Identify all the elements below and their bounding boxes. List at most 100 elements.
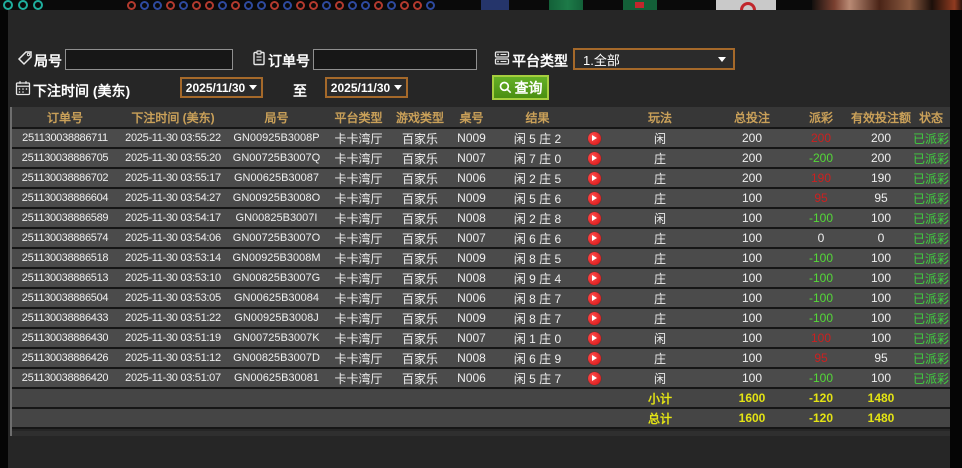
background-bead [348,1,357,10]
background-decor [18,0,28,10]
game-type-cell: 百家乐 [401,351,438,366]
replay-cell [580,149,608,167]
order-number-cell: 251130038886430 [21,332,109,344]
round-number-cell: GN00625B30081 [233,372,319,384]
order-number-input[interactable] [313,49,477,70]
round-number-cell: GN00825B3007I [235,212,318,224]
summary-empty-cell [118,409,228,427]
game-type-cell: 百家乐 [401,371,438,386]
summary-empty-cell [495,389,580,407]
replay-icon[interactable] [587,271,601,285]
order-number-cell: 251130038886705 [21,152,109,164]
total-bet-cell: 100 [741,291,763,305]
summary-label: 小计 [647,391,672,406]
date-from-value: 2025/11/30 [185,80,246,95]
payout-cell: 95 [814,351,828,365]
total-bet-cell: 100 [741,311,763,325]
summary-empty-cell [580,409,608,427]
summary-label: 总计 [647,411,672,426]
table-number-cell: N006 [457,291,486,305]
replay-cell [580,289,608,307]
table-number-cell: N007 [457,331,486,345]
replay-icon[interactable] [587,151,601,165]
replay-icon[interactable] [587,231,601,245]
date-from-select[interactable]: 2025/11/30 [180,77,263,98]
search-icon [499,81,512,94]
replay-icon[interactable] [587,191,601,205]
payout-cell: -100 [808,251,834,265]
replay-icon[interactable] [587,291,601,305]
order-number-cell: 251130038886711 [22,132,108,144]
replay-cell [580,309,608,327]
table-number-cell: N007 [457,151,486,165]
bet-records-table: 订单号 下注时间 (美东) 局号 平台类型 游戏类型 桌号 结果 玩法 总投注 派彩 有效投注额 状态… [10,107,950,436]
valid-bet-cell: 200 [870,131,892,145]
table-row: 251130038886430 2025-11-30 03:51:19 GN0072… [12,329,950,349]
background-bead [335,1,344,10]
platform-select[interactable]: 1.全部 [573,48,735,70]
game-type-cell: 百家乐 [401,171,438,186]
table-header-row: 订单号 下注时间 (美东) 局号 平台类型 游戏类型 桌号 结果 玩法 总投注 派彩 有效投注额 状态 [12,107,950,129]
replay-icon[interactable] [587,331,601,345]
status-cell-item: 已派彩 [912,371,949,386]
summary-payout: -120 [808,391,834,405]
chevron-down-icon [249,85,258,90]
status-cell-item: 已派彩 [912,291,949,306]
replay-icon[interactable] [587,251,601,265]
result-cell: 闲 5 庄 2 [513,131,562,146]
order-number-cell: 251130038886518 [21,252,109,264]
table-row: 251130038886504 2025-11-30 03:53:05 GN0062… [12,289,950,309]
header-spacer [580,107,608,127]
table-row: 251130038886518 2025-11-30 03:53:14 GN0092… [12,249,950,269]
platform-cell: 卡卡湾厅 [334,211,383,226]
valid-bet-cell: 100 [870,371,892,385]
status-cell-item: 已派彩 [912,251,949,266]
status-cell-item: 已派彩 [912,311,949,326]
table-number-cell: N009 [457,251,486,265]
valid-bet-cell: 100 [870,311,892,325]
round-number-cell: GN00925B3008J [234,312,319,324]
replay-cell [580,269,608,287]
status-cell-item: 已派彩 [912,331,949,346]
summary-empty-cell [912,389,950,407]
valid-bet-cell: 190 [870,171,892,185]
order-number-cell: 251130038886604 [21,192,109,204]
total-bet-cell: 200 [741,131,763,145]
round-number-cell: GN00925B3008O [232,192,321,204]
status-cell-item: 已派彩 [912,271,949,286]
replay-icon[interactable] [587,171,601,185]
replay-icon[interactable] [587,351,601,365]
replay-icon[interactable] [587,311,601,325]
bet-time-cell: 2025-11-30 03:54:27 [125,192,221,204]
platform-select-value: 1.全部 [583,52,620,68]
status-cell-item: 已派彩 [912,131,949,146]
valid-bet-cell: 100 [870,291,892,305]
replay-icon[interactable] [587,371,601,385]
bet-records-panel: 局号 订单号 平台类型 1.全部 下注时间 (美东) 2025/11/30 至 … [8,10,950,468]
game-type-cell: 百家乐 [401,211,438,226]
bet-time-cell: 2025-11-30 03:51:07 [125,372,221,384]
date-to-select[interactable]: 2025/11/30 [325,77,408,98]
payout-cell: 190 [810,171,832,185]
table-number-cell: N009 [457,191,486,205]
play-type-cell: 庄 [653,251,666,266]
background-bead [283,1,292,10]
summary-empty-cell [580,389,608,407]
round-number-input[interactable] [65,49,233,70]
round-number-cell: GN00725B3007K [233,332,320,344]
summary-empty-cell [228,409,325,427]
bet-time-cell: 2025-11-30 03:51:12 [125,352,221,364]
status-cell-item: 已派彩 [912,231,949,246]
platform-cell: 卡卡湾厅 [334,151,383,166]
background-thumbnail [481,0,509,10]
platform-cell: 卡卡湾厅 [334,271,383,286]
replay-icon[interactable] [587,131,601,145]
background-bead [218,1,227,10]
replay-icon[interactable] [587,211,601,225]
summary-empty-cell [325,409,392,427]
background-bead [361,1,370,10]
bet-time-label: 下注时间 (美东) [33,83,131,99]
query-button[interactable]: 查询 [492,75,549,100]
table-number-cell: N008 [457,211,486,225]
query-button-label: 查询 [514,79,543,96]
